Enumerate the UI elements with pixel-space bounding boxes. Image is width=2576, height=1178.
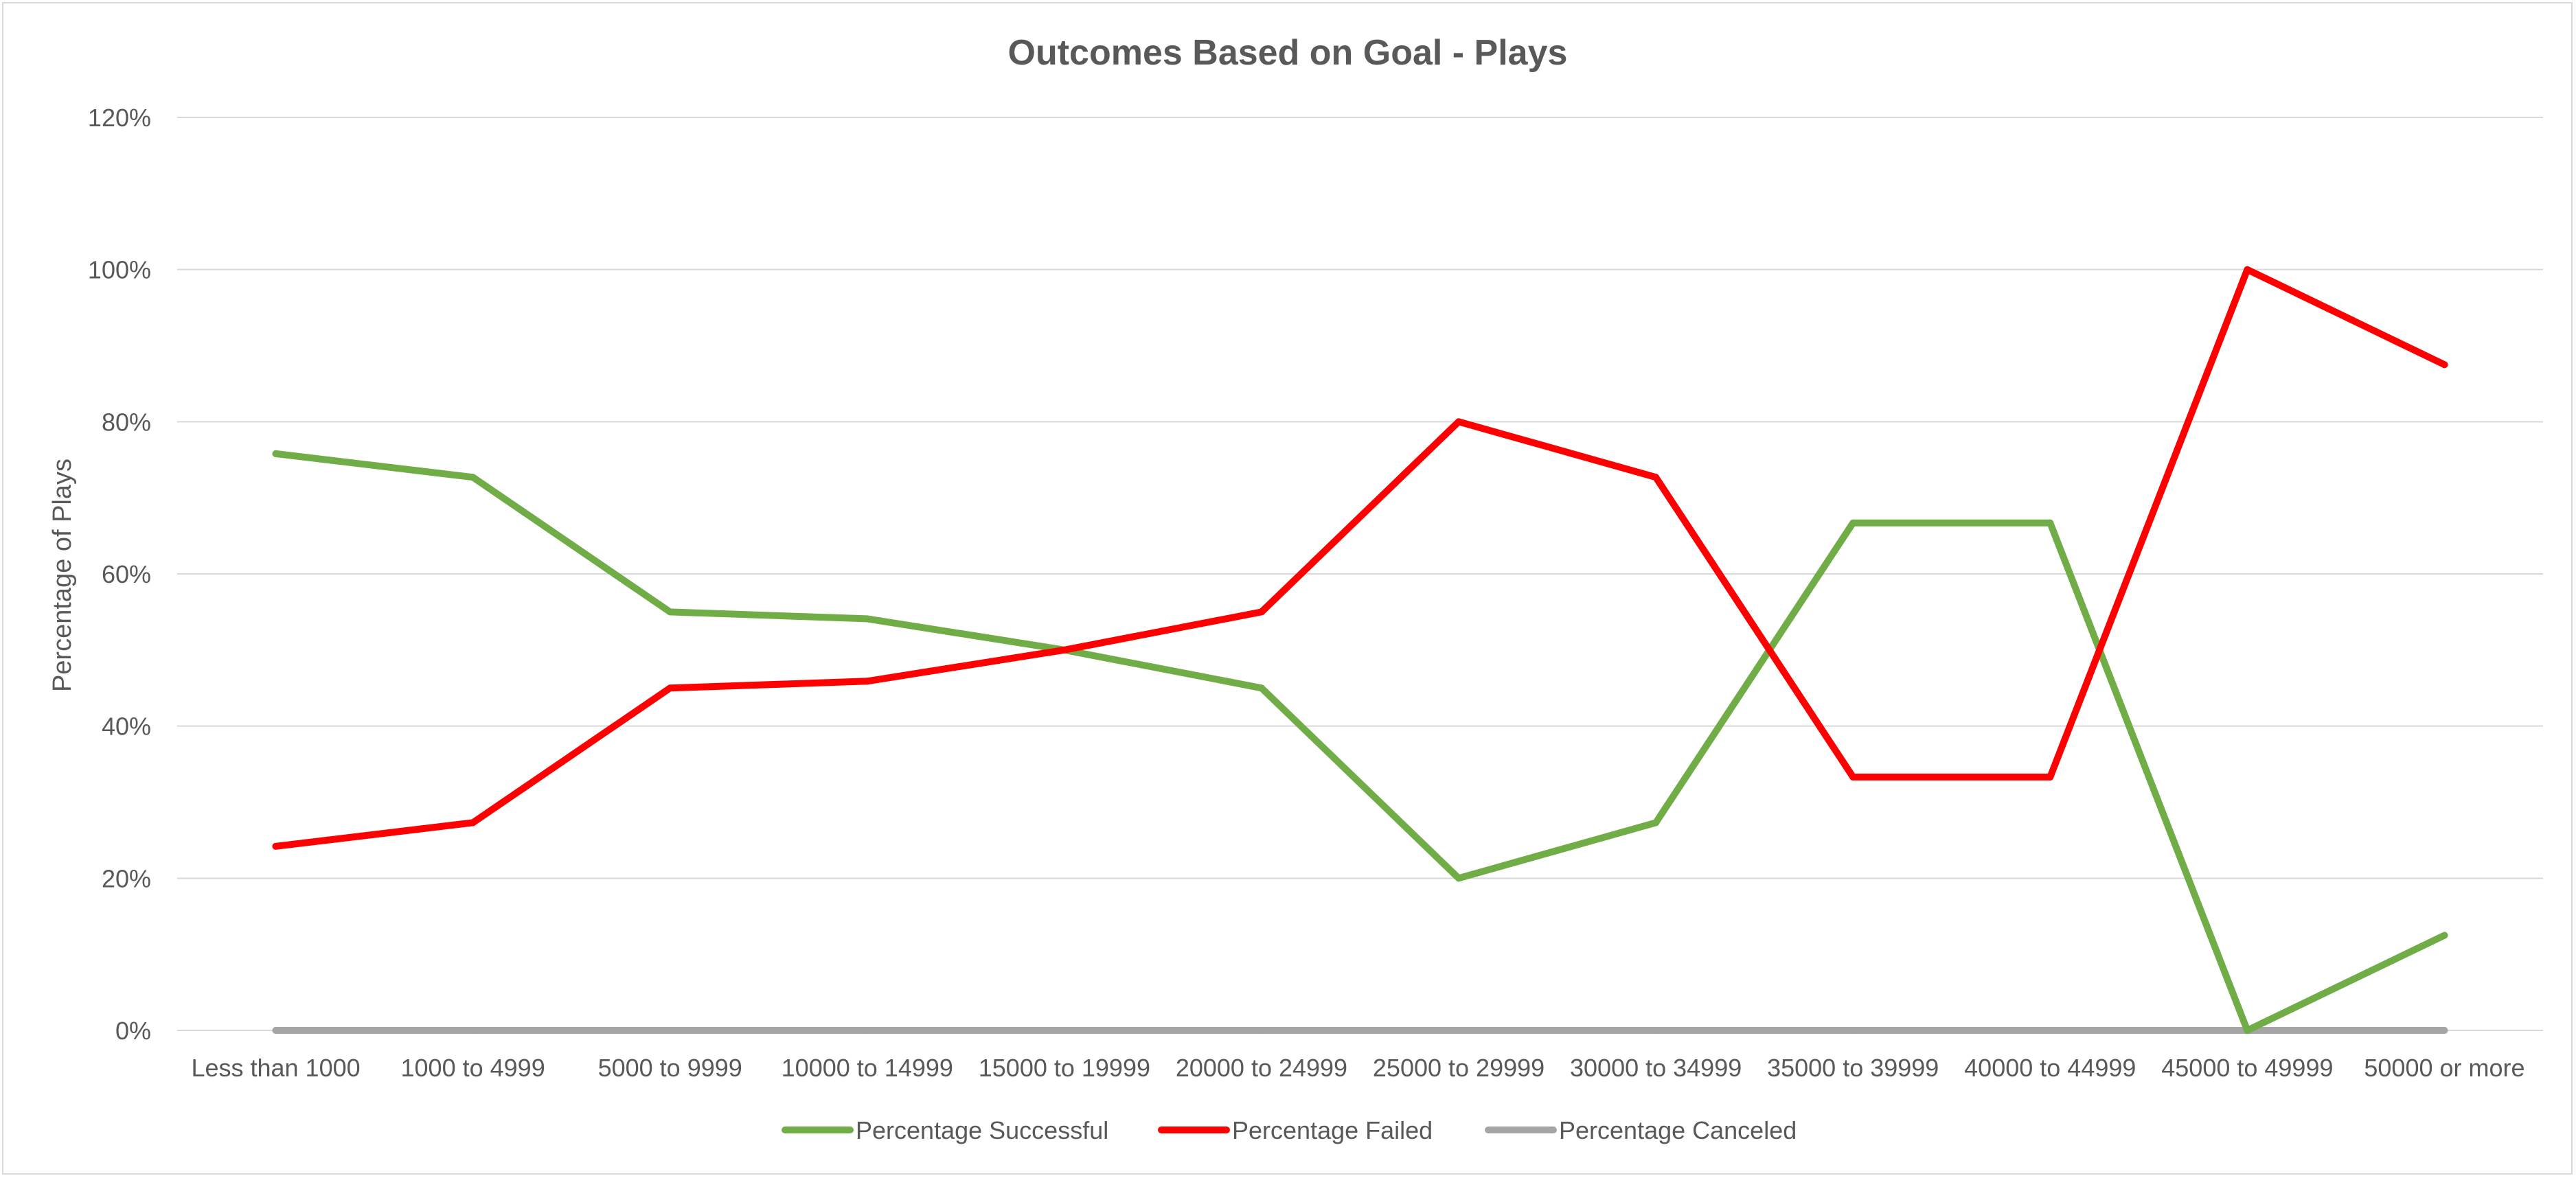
data-point bbox=[863, 615, 871, 623]
x-tick-label: 40000 to 44999 bbox=[1964, 1054, 2136, 1082]
data-point bbox=[469, 1027, 477, 1034]
x-tick-label: 35000 to 39999 bbox=[1767, 1054, 1939, 1082]
legend-label: Percentage Successful bbox=[856, 1116, 1108, 1144]
data-point bbox=[2441, 361, 2448, 369]
y-tick-label: 80% bbox=[102, 408, 151, 436]
data-point bbox=[2047, 1027, 2054, 1034]
data-point bbox=[2244, 266, 2251, 273]
x-tick-label: 45000 to 49999 bbox=[2161, 1054, 2333, 1082]
data-point bbox=[1652, 1027, 1660, 1034]
y-tick-label: 20% bbox=[102, 864, 151, 892]
data-point bbox=[272, 842, 280, 850]
x-tick-label: 5000 to 9999 bbox=[598, 1054, 742, 1082]
x-tick-label: 1000 to 4999 bbox=[401, 1054, 545, 1082]
data-point bbox=[2244, 1027, 2251, 1034]
y-axis-label: Percentage of Plays bbox=[48, 459, 77, 692]
data-point bbox=[666, 608, 674, 616]
data-point bbox=[272, 1027, 280, 1034]
data-point bbox=[1060, 646, 1068, 654]
x-tick-label: 30000 to 34999 bbox=[1570, 1054, 1742, 1082]
data-point bbox=[1849, 773, 1857, 781]
data-point bbox=[2047, 519, 2054, 527]
data-point bbox=[1455, 875, 1463, 882]
x-tick-label: 25000 to 29999 bbox=[1373, 1054, 1545, 1082]
data-point bbox=[1652, 474, 1660, 481]
series-line-0 bbox=[272, 450, 2448, 1034]
y-tick-label: 0% bbox=[115, 1017, 151, 1045]
data-point bbox=[1849, 519, 1857, 527]
y-axis-ticks: 0% 20% 40% 60% 80% 100% 120% bbox=[88, 104, 151, 1045]
data-point bbox=[272, 450, 280, 457]
x-axis-ticks: Less than 1000 1000 to 4999 5000 to 9999 10… bbox=[191, 1054, 2524, 1082]
y-tick-label: 60% bbox=[102, 560, 151, 588]
legend-label: Percentage Canceled bbox=[1559, 1116, 1797, 1144]
y-tick-label: 100% bbox=[88, 256, 151, 284]
data-point bbox=[1060, 1027, 1068, 1034]
data-point bbox=[1455, 1027, 1463, 1034]
data-point bbox=[666, 1027, 674, 1034]
data-point bbox=[1257, 684, 1265, 692]
series-line-1 bbox=[272, 266, 2448, 850]
legend: Percentage Successful Percentage Failed Pe… bbox=[782, 1116, 1797, 1144]
data-point bbox=[469, 819, 477, 827]
data-point bbox=[666, 684, 674, 692]
series-lines bbox=[272, 266, 2448, 1034]
y-tick-label: 120% bbox=[88, 104, 151, 132]
data-point bbox=[1849, 1027, 1857, 1034]
data-point bbox=[469, 474, 477, 481]
data-point bbox=[1257, 1027, 1265, 1034]
data-point bbox=[863, 1027, 871, 1034]
x-tick-label: 20000 to 24999 bbox=[1176, 1054, 1347, 1082]
data-point bbox=[2441, 1027, 2448, 1034]
data-point bbox=[863, 678, 871, 685]
data-point bbox=[1455, 418, 1463, 426]
x-tick-label: 50000 or more bbox=[2364, 1054, 2524, 1082]
data-point bbox=[1257, 608, 1265, 616]
x-tick-label: Less than 1000 bbox=[191, 1054, 360, 1082]
chart-title: Outcomes Based on Goal - Plays bbox=[1008, 33, 1568, 73]
data-point bbox=[1652, 819, 1660, 827]
legend-label: Percentage Failed bbox=[1232, 1116, 1433, 1144]
gridlines bbox=[177, 117, 2543, 1031]
data-point bbox=[2441, 932, 2448, 939]
x-tick-label: 10000 to 14999 bbox=[782, 1054, 953, 1082]
x-tick-label: 15000 to 19999 bbox=[979, 1054, 1150, 1082]
data-point bbox=[2047, 773, 2054, 781]
y-tick-label: 40% bbox=[102, 713, 151, 741]
